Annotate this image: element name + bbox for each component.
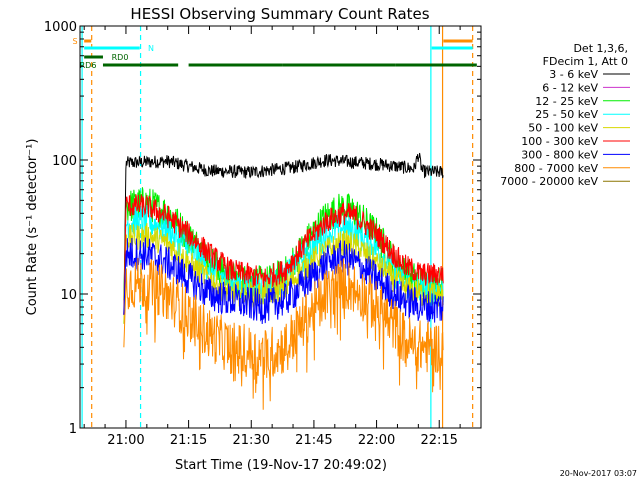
legend-label-7: 800 - 7000 keV [514, 162, 598, 175]
x-tick-label-4: 22:00 [358, 433, 395, 448]
x-tick-label-5: 22:15 [420, 433, 457, 448]
x-tick-label-0: 21:00 [107, 433, 144, 448]
flag-label-n: N [148, 44, 154, 53]
legend-label-4: 50 - 100 keV [528, 122, 598, 135]
x-tick-label-3: 21:45 [295, 433, 332, 448]
legend-label-8: 7000 - 20000 keV [500, 175, 598, 188]
legend-label-3: 25 - 50 keV [535, 108, 598, 121]
series-line-orange [123, 257, 444, 410]
legend-label-1: 6 - 12 keV [542, 81, 598, 94]
chart-title: HESSI Observing Summary Count Rates [130, 5, 429, 23]
flag-label-rd6: RD6 [80, 61, 97, 70]
y-tick-label-3: 1000 [44, 20, 77, 35]
series-line-red [123, 194, 444, 315]
legend-label-0: 3 - 6 keV [549, 68, 598, 81]
y-tick-label-0: 1 [69, 422, 77, 437]
series-line-3-6 [123, 152, 444, 315]
legend-label-5: 100 - 300 keV [521, 135, 598, 148]
x-tick-label-1: 21:15 [170, 433, 207, 448]
legend-label-2: 12 - 25 keV [535, 95, 598, 108]
plot-frame [79, 25, 482, 429]
x-tick-label-2: 21:30 [233, 433, 270, 448]
y-axis-label: Count Rate (s⁻¹ detector⁻¹) [25, 139, 40, 316]
flag-label-rd0: RD0 [112, 53, 129, 62]
y-tick-label-1: 10 [60, 288, 77, 303]
x-axis-label: Start Time (19-Nov-17 20:49:02) [175, 458, 387, 473]
flag-label-s: S [72, 37, 77, 46]
series-line-blue [123, 237, 444, 325]
legend-header-1: FDecim 1, Att 0 [543, 55, 628, 68]
legend-header-0: Det 1,3,6, [573, 42, 628, 55]
timestamp: 20-Nov-2017 03:07 [560, 469, 637, 478]
y-tick-label-2: 100 [52, 154, 77, 169]
series-line-yellow [123, 223, 444, 324]
legend-label-6: 300 - 800 keV [521, 148, 598, 161]
